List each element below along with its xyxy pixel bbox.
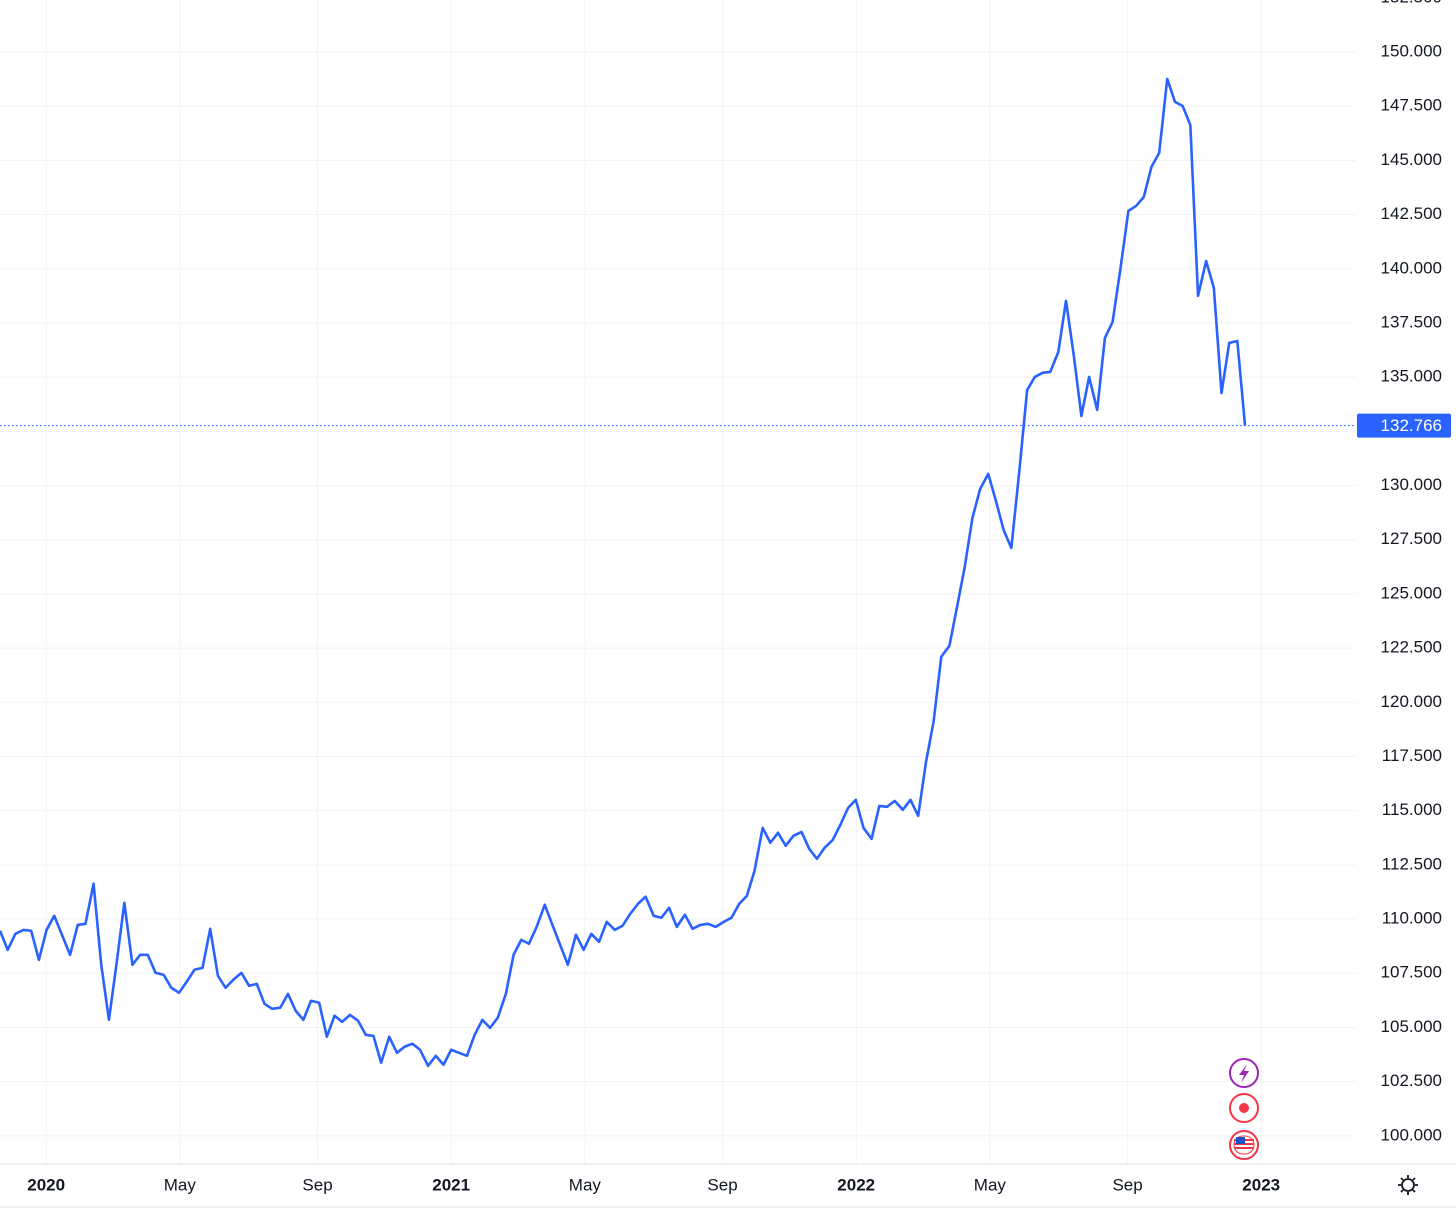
y-tick-label: 140.000 [1381, 258, 1442, 277]
y-tick-label: 112.500 [1382, 854, 1442, 873]
y-tick-label: 125.000 [1381, 583, 1442, 602]
last-price-tag [1357, 413, 1451, 438]
x-tick-label: May [974, 1175, 1007, 1194]
y-tick-label: 117.500 [1382, 746, 1442, 765]
x-tick-label: May [569, 1175, 602, 1194]
y-tick-label: 135.000 [1381, 367, 1442, 386]
y-tick-label: 100.000 [1381, 1125, 1442, 1144]
y-tick-label: 110.000 [1382, 909, 1442, 928]
event-icon-glyph [1239, 1064, 1249, 1083]
y-tick-label: 107.500 [1381, 963, 1442, 982]
x-tick-label: Sep [707, 1175, 737, 1194]
price-line [0, 77, 1247, 1068]
x-tick-label: May [164, 1175, 197, 1194]
x-tick-label: Sep [1112, 1175, 1142, 1194]
y-tick-label: 145.000 [1381, 150, 1442, 169]
y-tick-label: 142.500 [1381, 204, 1442, 223]
y-tick-label: 122.500 [1381, 638, 1442, 657]
event-icons [1229, 1058, 1259, 1160]
y-tick-label: 152.500 [1381, 0, 1442, 6]
y-tick-label: 102.500 [1381, 1071, 1442, 1090]
y-tick-label: 137.500 [1381, 312, 1442, 331]
y-tick-label: 127.500 [1381, 529, 1442, 548]
flag-icon [1233, 1135, 1255, 1155]
settings-icon[interactable] [1398, 1175, 1418, 1195]
y-tick-label: 150.000 [1381, 42, 1442, 61]
y-tick-label: 115.000 [1382, 800, 1442, 819]
x-tick-label: 2023 [1242, 1175, 1280, 1194]
x-tick-label: Sep [302, 1175, 332, 1194]
x-tick-label: 2022 [837, 1175, 875, 1194]
last-price-label: 132.766 [1381, 416, 1442, 435]
y-tick-label: 147.500 [1381, 96, 1442, 115]
event-icon-glyph [1239, 1103, 1249, 1113]
y-tick-label: 105.000 [1381, 1017, 1442, 1036]
x-tick-label: 2020 [27, 1175, 65, 1194]
x-tick-label: 2021 [432, 1175, 470, 1194]
y-tick-label: 120.000 [1381, 692, 1442, 711]
y-tick-label: 130.000 [1381, 475, 1442, 494]
